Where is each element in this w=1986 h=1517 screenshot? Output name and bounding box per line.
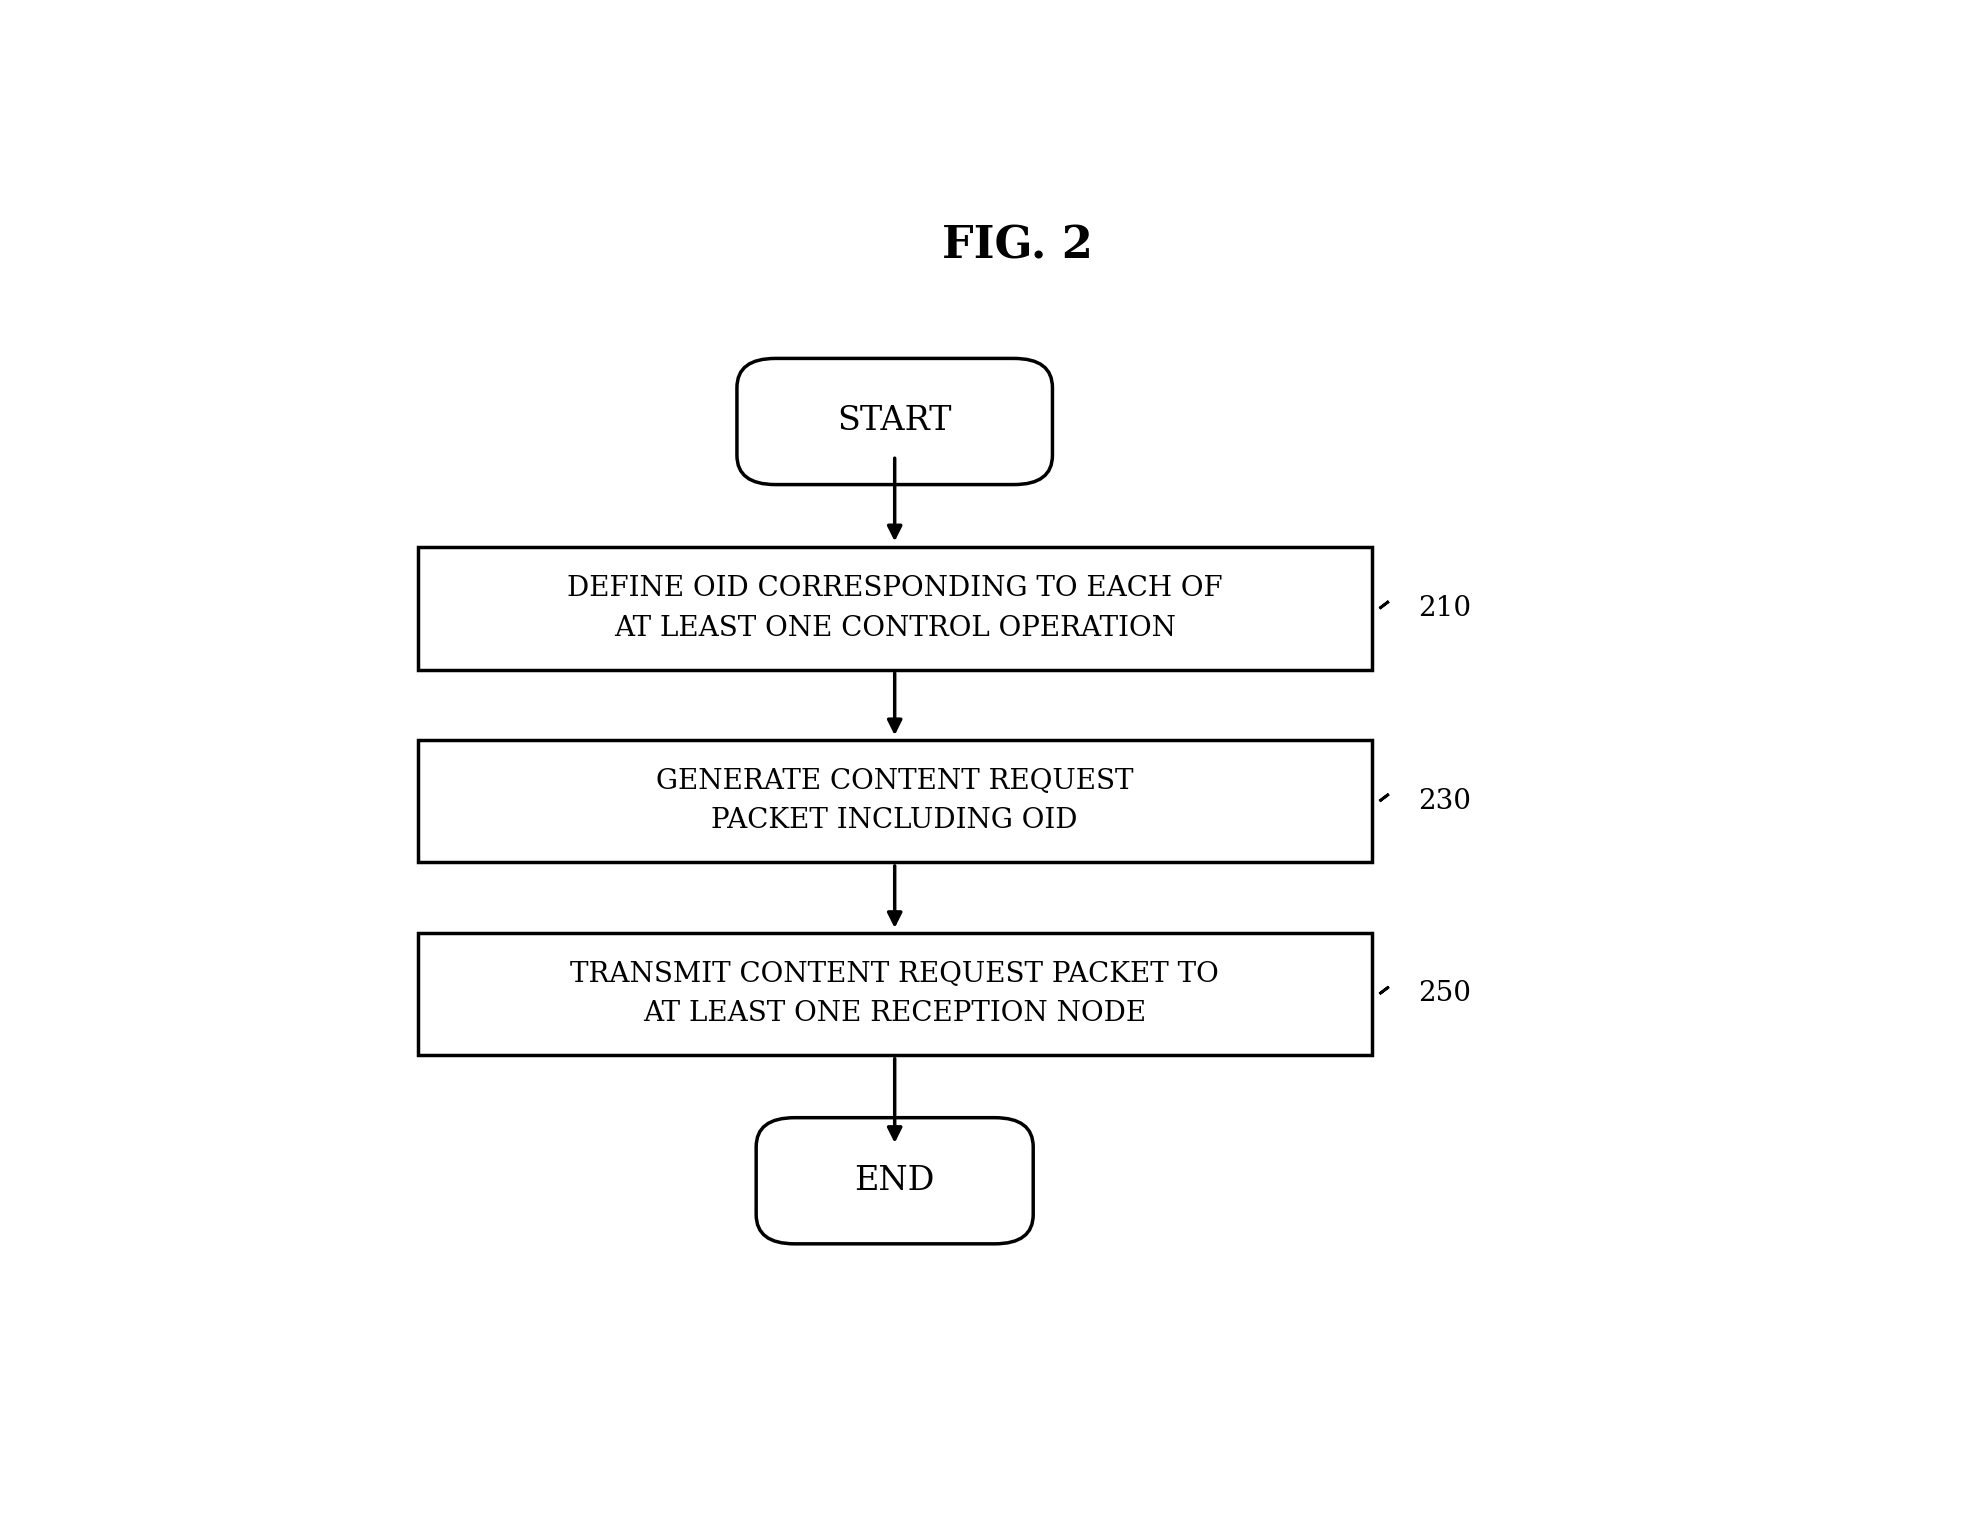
Text: DEFINE OID CORRESPONDING TO EACH OF
AT LEAST ONE CONTROL OPERATION: DEFINE OID CORRESPONDING TO EACH OF AT L… bbox=[566, 575, 1223, 642]
Text: TRANSMIT CONTENT REQUEST PACKET TO
AT LEAST ONE RECEPTION NODE: TRANSMIT CONTENT REQUEST PACKET TO AT LE… bbox=[570, 960, 1219, 1027]
Text: GENERATE CONTENT REQUEST
PACKET INCLUDING OID: GENERATE CONTENT REQUEST PACKET INCLUDIN… bbox=[655, 768, 1134, 834]
Text: END: END bbox=[854, 1165, 935, 1197]
Text: 210: 210 bbox=[1418, 595, 1472, 622]
FancyBboxPatch shape bbox=[757, 1118, 1033, 1244]
FancyBboxPatch shape bbox=[417, 740, 1372, 863]
Text: FIG. 2: FIG. 2 bbox=[943, 225, 1092, 269]
FancyBboxPatch shape bbox=[737, 358, 1053, 484]
Text: 250: 250 bbox=[1418, 980, 1472, 1007]
FancyBboxPatch shape bbox=[417, 548, 1372, 669]
FancyBboxPatch shape bbox=[417, 933, 1372, 1056]
Text: START: START bbox=[838, 405, 951, 437]
Text: 230: 230 bbox=[1418, 787, 1472, 815]
